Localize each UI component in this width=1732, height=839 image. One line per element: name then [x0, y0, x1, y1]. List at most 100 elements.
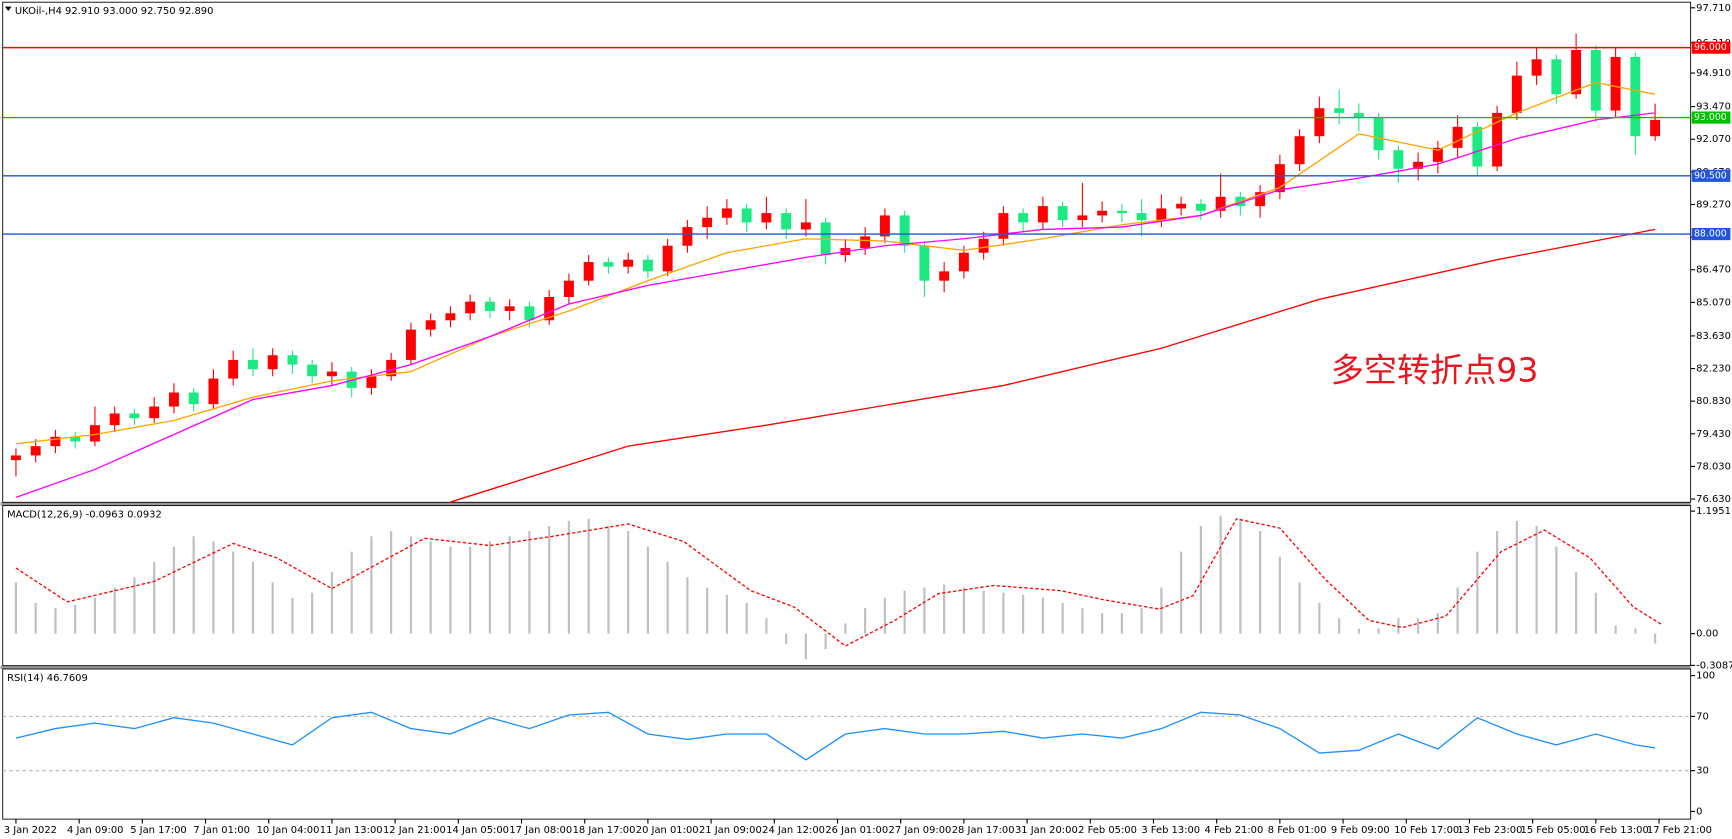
candle-body — [1413, 161, 1424, 169]
candle-body — [1511, 75, 1522, 113]
x-tick-label: 12 Jan 21:00 — [383, 825, 446, 836]
candle-body — [1195, 203, 1206, 211]
y-tick-label: 78.030 — [1696, 461, 1731, 472]
level-label-box — [1691, 169, 1731, 182]
y-tick-label: 30 — [1696, 766, 1709, 777]
x-tick-label: 3 Jan 2022 — [4, 825, 57, 836]
candle-body — [326, 371, 337, 377]
candle-body — [563, 280, 574, 297]
x-tick-label: 31 Jan 20:00 — [1015, 825, 1078, 836]
candle-body — [1492, 112, 1503, 167]
x-tick-label: 10 Jan 04:00 — [257, 825, 320, 836]
candle-body — [583, 262, 594, 281]
y-tick-label: 86.470 — [1696, 265, 1731, 276]
panel-title: UKOil-,H4 92.910 93.000 92.750 92.890 — [15, 6, 214, 17]
panel — [2, 668, 1692, 820]
candle-body — [1314, 108, 1325, 137]
candle-body — [998, 213, 1009, 239]
level-label: 90.500 — [1694, 170, 1727, 181]
candle-body — [1630, 56, 1641, 137]
x-tick-label: 10 Feb 17:00 — [1394, 825, 1459, 836]
indicator-line — [15, 112, 1656, 499]
indicator-line — [450, 228, 1656, 503]
candle-body — [109, 413, 120, 426]
indicator-line — [15, 81, 1656, 445]
x-tick-label: 27 Jan 09:00 — [889, 825, 952, 836]
candle-body — [1452, 126, 1463, 148]
candle-body — [70, 436, 81, 442]
candle-body — [287, 355, 298, 365]
annotation: 多空转折点93 — [1331, 351, 1539, 390]
x-tick-label: 17 Feb 21:00 — [1647, 825, 1712, 836]
candle-body — [1077, 215, 1088, 221]
x-tick-label: 5 Jan 17:00 — [130, 825, 187, 836]
candle-body — [702, 217, 713, 228]
candle-body — [149, 406, 160, 419]
candle-body — [662, 245, 673, 272]
candle-body — [129, 413, 140, 419]
x-tick-label: 13 Feb 23:00 — [1457, 825, 1522, 836]
x-tick-label: 28 Jan 17:00 — [952, 825, 1015, 836]
candle-body — [919, 245, 930, 281]
panel — [2, 1, 1692, 503]
y-tick-label: 92.070 — [1696, 134, 1731, 145]
candle-body — [1176, 203, 1187, 209]
panel-title: RSI(14) 46.7609 — [7, 673, 88, 684]
candle-body — [741, 208, 752, 223]
panel — [2, 505, 1692, 667]
candle-body — [504, 306, 515, 311]
x-tick-label: 21 Jan 09:00 — [699, 825, 762, 836]
candle-body — [1353, 112, 1364, 118]
level-label-box — [1691, 41, 1731, 54]
y-tick-label: 0.00 — [1696, 629, 1718, 640]
y-tick-label: 79.430 — [1696, 429, 1731, 440]
y-tick-label: -0.3087 — [1696, 660, 1732, 671]
level-label-box — [1691, 111, 1731, 124]
candle-body — [1274, 164, 1285, 193]
x-tick-label: 11 Jan 13:00 — [320, 825, 383, 836]
candle-body — [30, 446, 41, 456]
candle-body — [642, 259, 653, 272]
candle-body — [445, 313, 456, 321]
candle-body — [1432, 147, 1443, 162]
x-tick-label: 18 Jan 17:00 — [573, 825, 636, 836]
x-tick-label: 4 Jan 09:00 — [67, 825, 124, 836]
y-tick-label: 80.830 — [1696, 396, 1731, 407]
candle-body — [524, 306, 535, 321]
candle-body — [1610, 56, 1621, 111]
menu-arrow — [4, 6, 12, 12]
candle-body — [1373, 117, 1384, 151]
y-tick-label: 94.910 — [1696, 68, 1731, 79]
candle-body — [1551, 59, 1562, 95]
candle-body — [208, 378, 219, 405]
candle-body — [761, 213, 772, 223]
x-tick-label: 24 Jan 12:00 — [762, 825, 825, 836]
candle-body — [1057, 206, 1068, 221]
y-tick-label: 83.630 — [1696, 331, 1731, 342]
candle-body — [1215, 196, 1226, 211]
indicator-line — [15, 711, 1656, 761]
candle-body — [188, 392, 199, 405]
level-label: 88.000 — [1694, 229, 1727, 240]
candle-body — [978, 238, 989, 253]
panel-separator — [0, 502, 1691, 506]
candle-body — [603, 262, 614, 267]
y-tick-label: 70 — [1696, 711, 1709, 722]
candle-body — [781, 213, 792, 230]
y-tick-label: 76.630 — [1696, 494, 1731, 505]
candle-body — [425, 320, 436, 330]
candle-body — [1334, 108, 1345, 113]
candle-body — [1255, 192, 1266, 207]
candle-body — [89, 425, 100, 442]
x-tick-label: 20 Jan 01:00 — [636, 825, 699, 836]
y-tick-label: 97.710 — [1696, 3, 1731, 14]
candle-body — [50, 436, 61, 447]
candle-body — [721, 208, 732, 218]
candle-body — [879, 215, 890, 237]
candle-body — [307, 364, 318, 377]
candle-body — [939, 271, 950, 281]
candle-body — [484, 301, 495, 311]
candle-body — [405, 329, 416, 360]
